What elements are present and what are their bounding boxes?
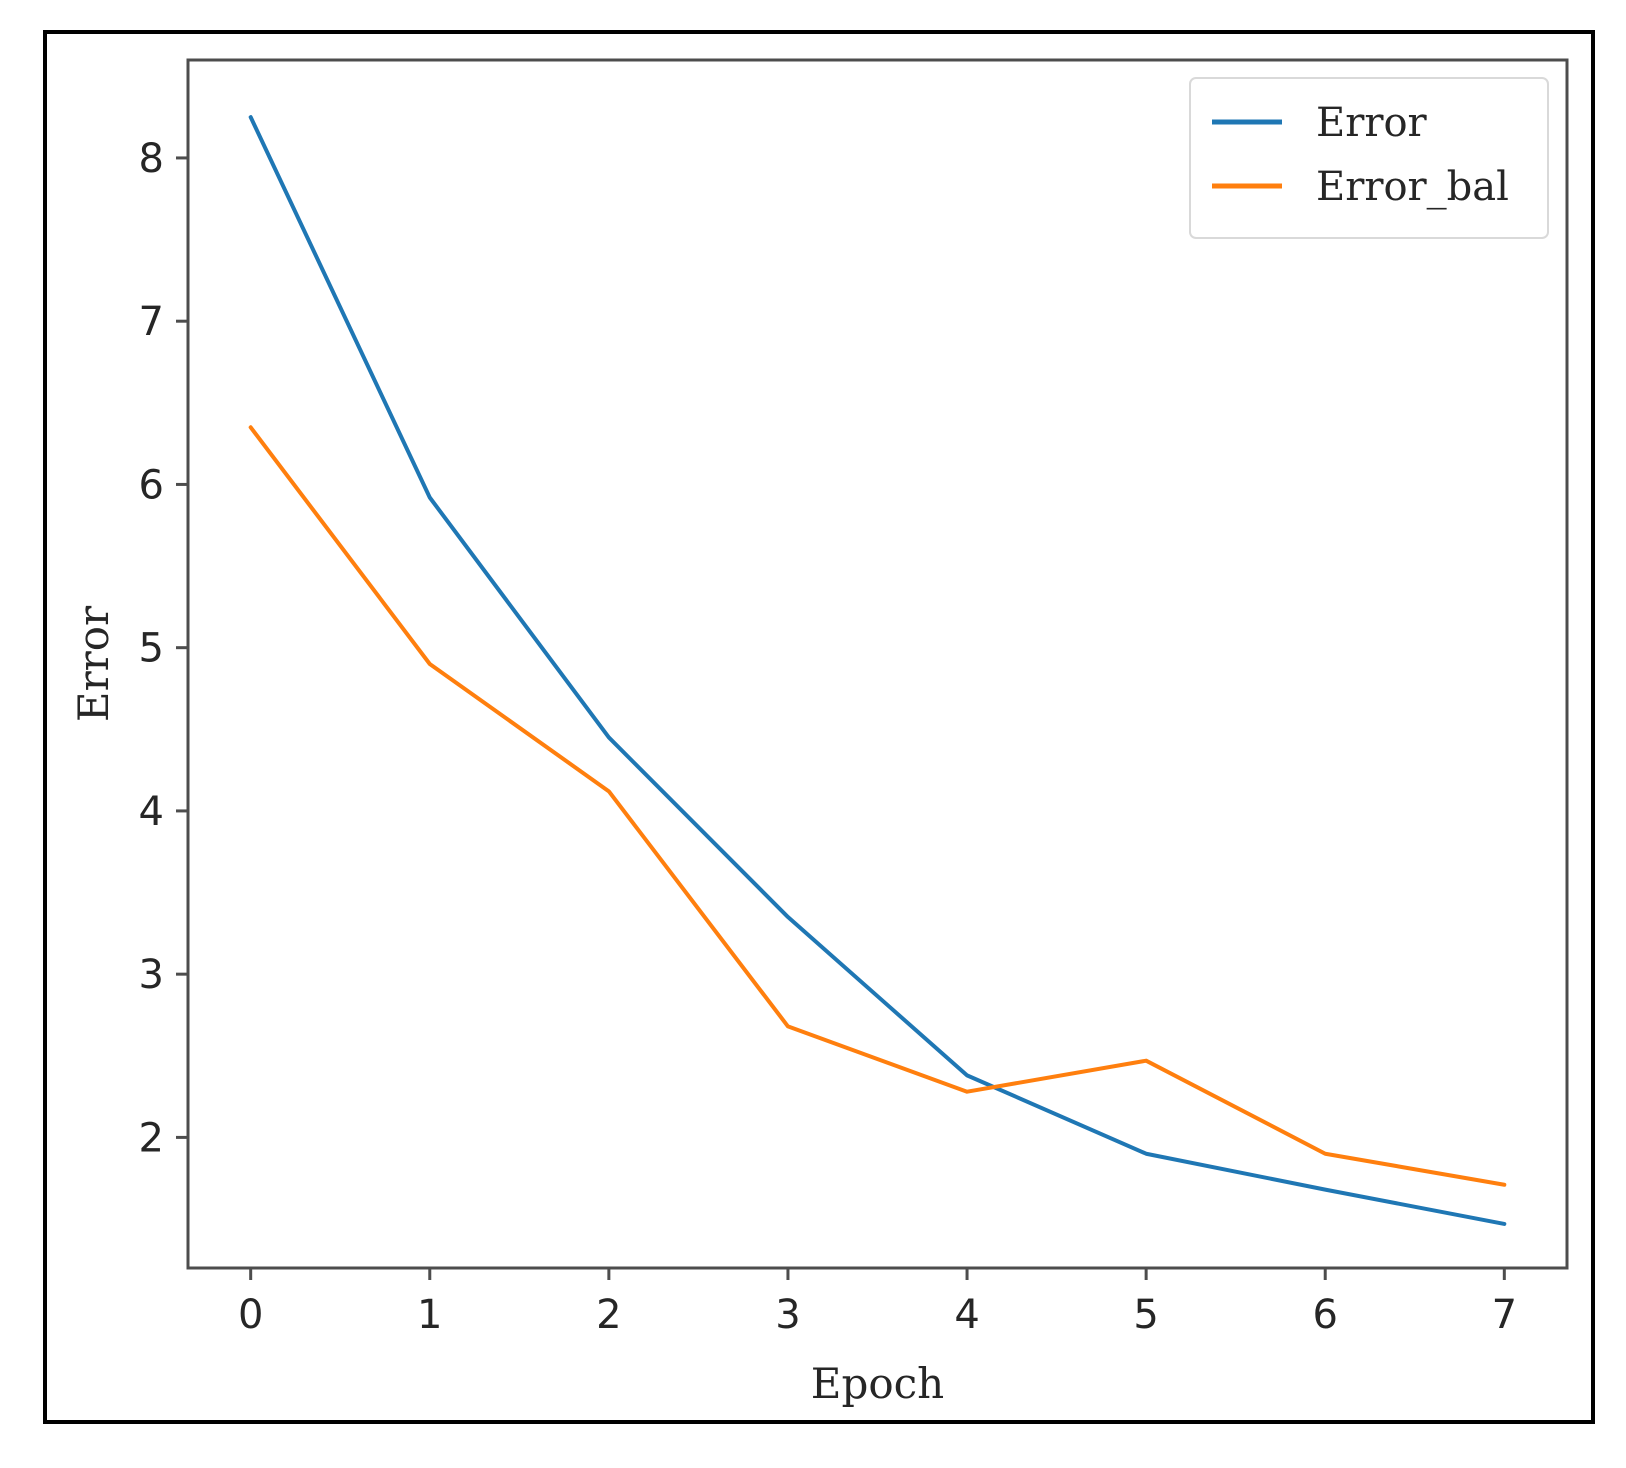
series-line-error-bal <box>248 425 1507 1187</box>
x-tick-label: 4 <box>954 1292 979 1338</box>
legend-label: Error <box>1316 100 1428 146</box>
x-tick-label: 0 <box>238 1292 263 1338</box>
y-tick-label: 2 <box>139 1115 164 1161</box>
x-axis-ticks: 0 1 2 3 4 5 6 7 <box>238 1268 1517 1338</box>
series-line-error <box>248 115 1507 1226</box>
legend-box <box>1189 77 1549 239</box>
y-tick-label: 5 <box>139 626 164 672</box>
y-axis-ticks: 2 3 4 5 6 7 8 <box>139 136 188 1161</box>
x-axis-label: Epoch <box>811 1359 944 1408</box>
x-tick-label: 3 <box>775 1292 800 1338</box>
series-lines <box>248 115 1507 1226</box>
legend-label: Error_bal <box>1316 164 1509 210</box>
x-tick-label: 7 <box>1492 1292 1517 1338</box>
y-tick-label: 8 <box>139 136 164 182</box>
y-tick-label: 7 <box>139 299 164 345</box>
x-tick-label: 5 <box>1133 1292 1158 1338</box>
y-tick-label: 3 <box>139 952 164 998</box>
x-tick-label: 6 <box>1313 1292 1338 1338</box>
x-tick-label: 1 <box>417 1292 442 1338</box>
y-tick-label: 6 <box>139 462 164 508</box>
y-axis-label: Error <box>69 605 118 722</box>
plot-area-frame <box>186 58 1569 1270</box>
y-tick-label: 4 <box>139 789 164 835</box>
x-tick-label: 2 <box>596 1292 621 1338</box>
legend: Error Error_bal <box>1189 77 1549 239</box>
